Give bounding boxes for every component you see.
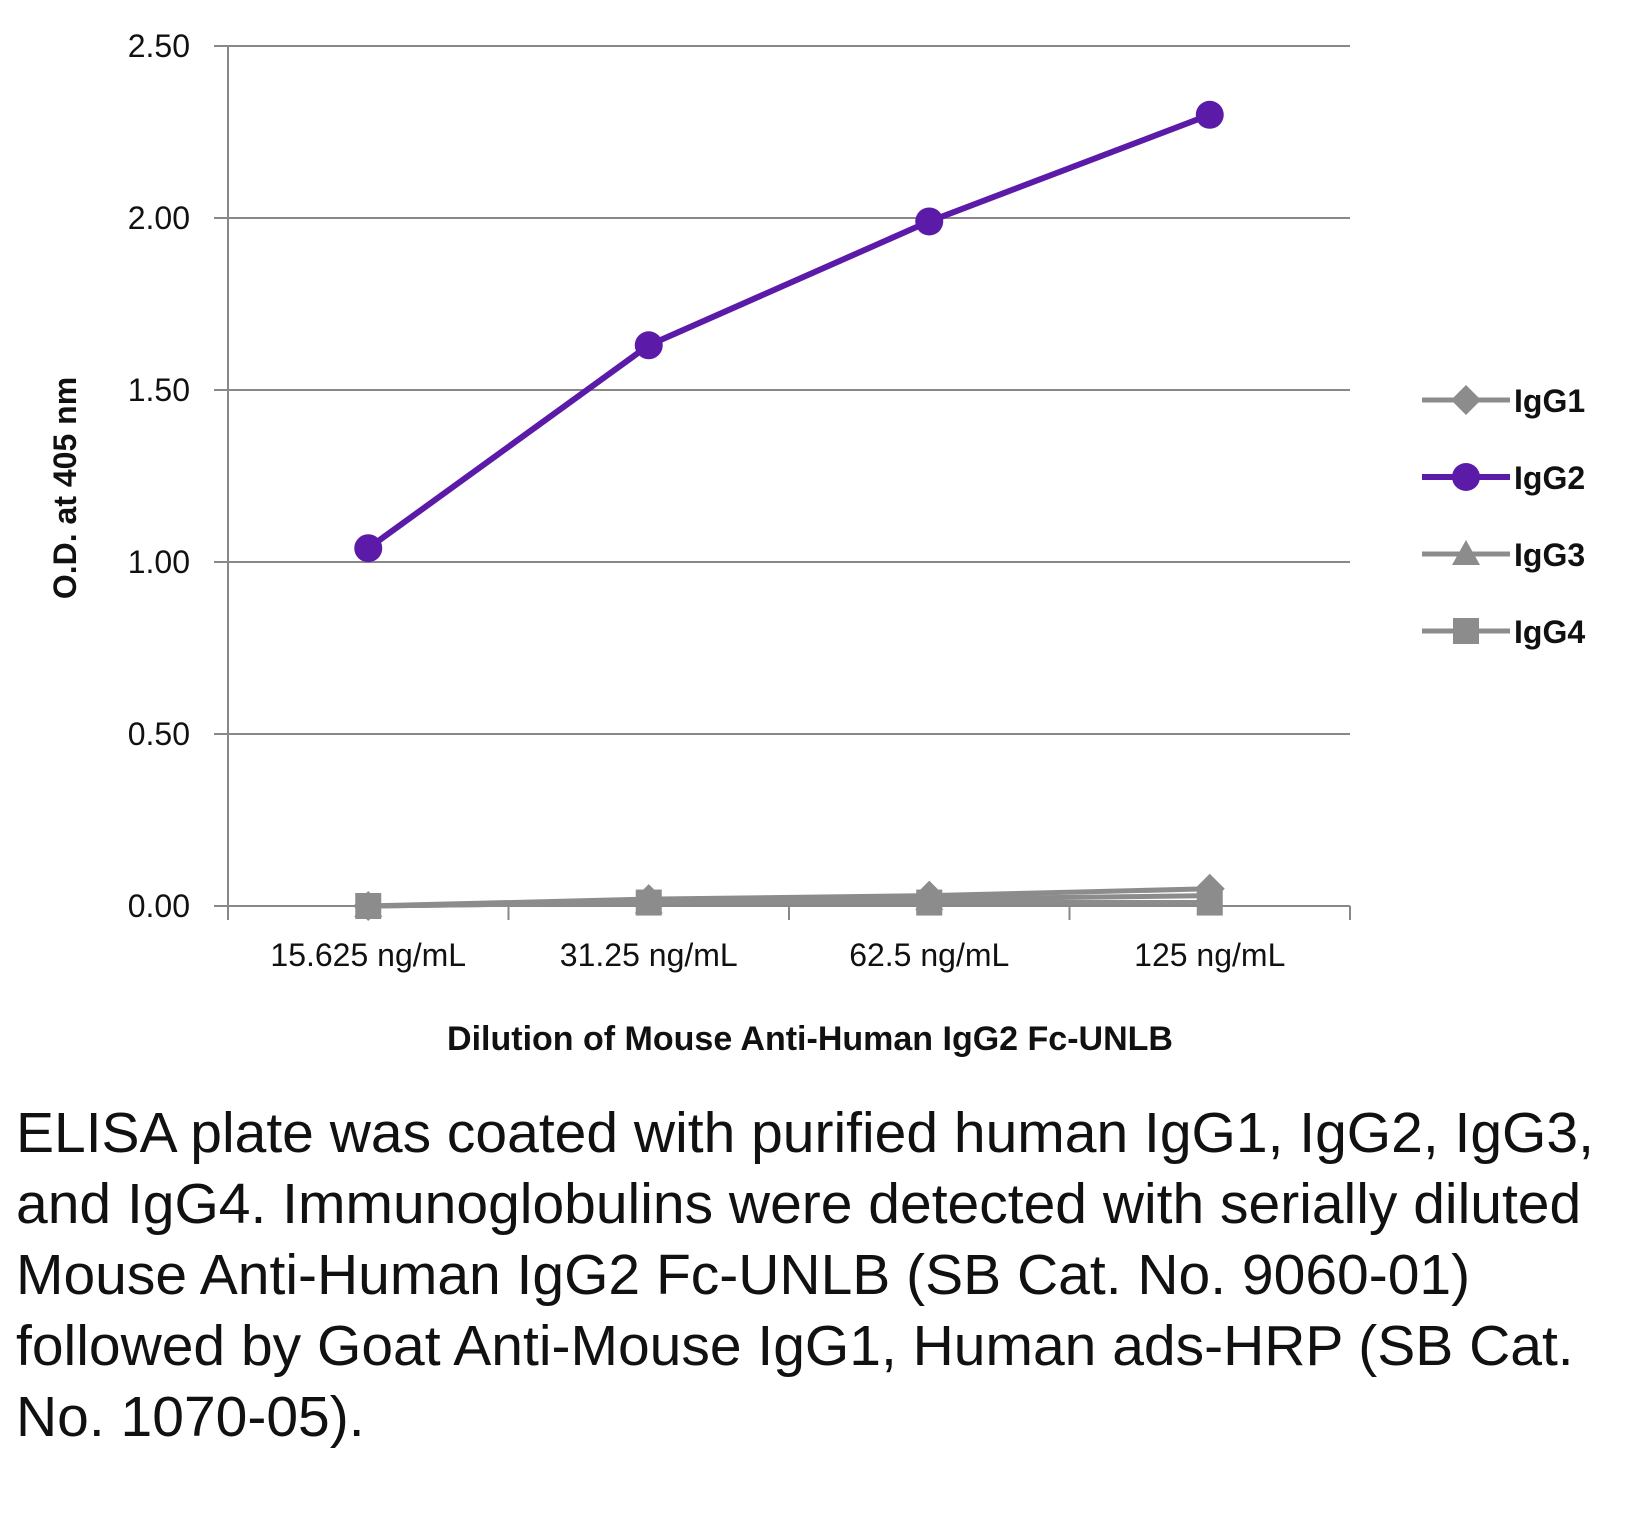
figure-caption: ELISA plate was coated with purified hum…	[16, 1101, 1594, 1449]
legend-label: IgG1	[1514, 383, 1585, 419]
y-axis-title: O.D. at 405 nm	[47, 377, 83, 599]
legend-marker-triangle	[1452, 540, 1480, 565]
gridlines	[228, 45, 1350, 735]
y-tick-label: 0.50	[128, 716, 190, 752]
series-igg4	[355, 889, 1223, 919]
series-line-igg4	[368, 900, 1210, 909]
data-point-igg2	[1195, 100, 1224, 129]
data-point-igg2	[915, 207, 944, 236]
data-point-igg4	[916, 889, 943, 916]
axes	[214, 45, 1351, 920]
x-tick-label: 125 ng/mL	[1134, 937, 1285, 973]
legend-marker-diamond	[1451, 385, 1481, 415]
legend-item-igg2: IgG2	[1422, 460, 1585, 496]
x-tick-label: 15.625 ng/mL	[270, 937, 466, 973]
y-tick-label: 0.00	[128, 888, 190, 924]
y-tick-label: 1.50	[128, 372, 190, 408]
legend-item-igg4: IgG4	[1422, 614, 1585, 650]
series-line-igg2	[366, 111, 1211, 551]
legend-item-igg1: IgG1	[1422, 383, 1585, 419]
legend-item-igg3: IgG3	[1422, 537, 1585, 573]
legend-marker-square	[1453, 618, 1479, 644]
data-point-igg2	[354, 534, 383, 563]
legend-label: IgG4	[1514, 614, 1585, 650]
data-point-igg4	[635, 889, 662, 916]
x-tick-label: 31.25 ng/mL	[560, 937, 738, 973]
data-point-igg4	[355, 893, 382, 919]
y-tick-label: 2.50	[128, 28, 190, 64]
data-point-igg2	[634, 331, 663, 360]
legend: IgG1 IgG2 IgG3 IgG4	[1422, 383, 1585, 650]
y-tick-label: 2.00	[128, 200, 190, 236]
x-axis-title: Dilution of Mouse Anti-Human IgG2 Fc-UNL…	[447, 1020, 1173, 1058]
x-tick-label: 62.5 ng/mL	[849, 937, 1009, 973]
x-tick-labels: 15.625 ng/mL 31.25 ng/mL 62.5 ng/mL 125 ng/…	[270, 937, 1285, 973]
y-tick-label: 1.00	[128, 544, 190, 580]
data-point-igg4	[1196, 889, 1223, 916]
legend-marker-circle	[1452, 463, 1480, 491]
series-lines	[353, 100, 1225, 921]
elisa-line-chart: 0.00 0.50 1.00 1.50 2.00 2.50 15.625 ng/mL 31.…	[47, 28, 1585, 1058]
series-igg2	[354, 100, 1224, 563]
legend-label: IgG3	[1514, 537, 1585, 573]
legend-label: IgG2	[1514, 460, 1585, 496]
y-tick-labels: 0.00 0.50 1.00 1.50 2.00 2.50	[128, 28, 190, 924]
